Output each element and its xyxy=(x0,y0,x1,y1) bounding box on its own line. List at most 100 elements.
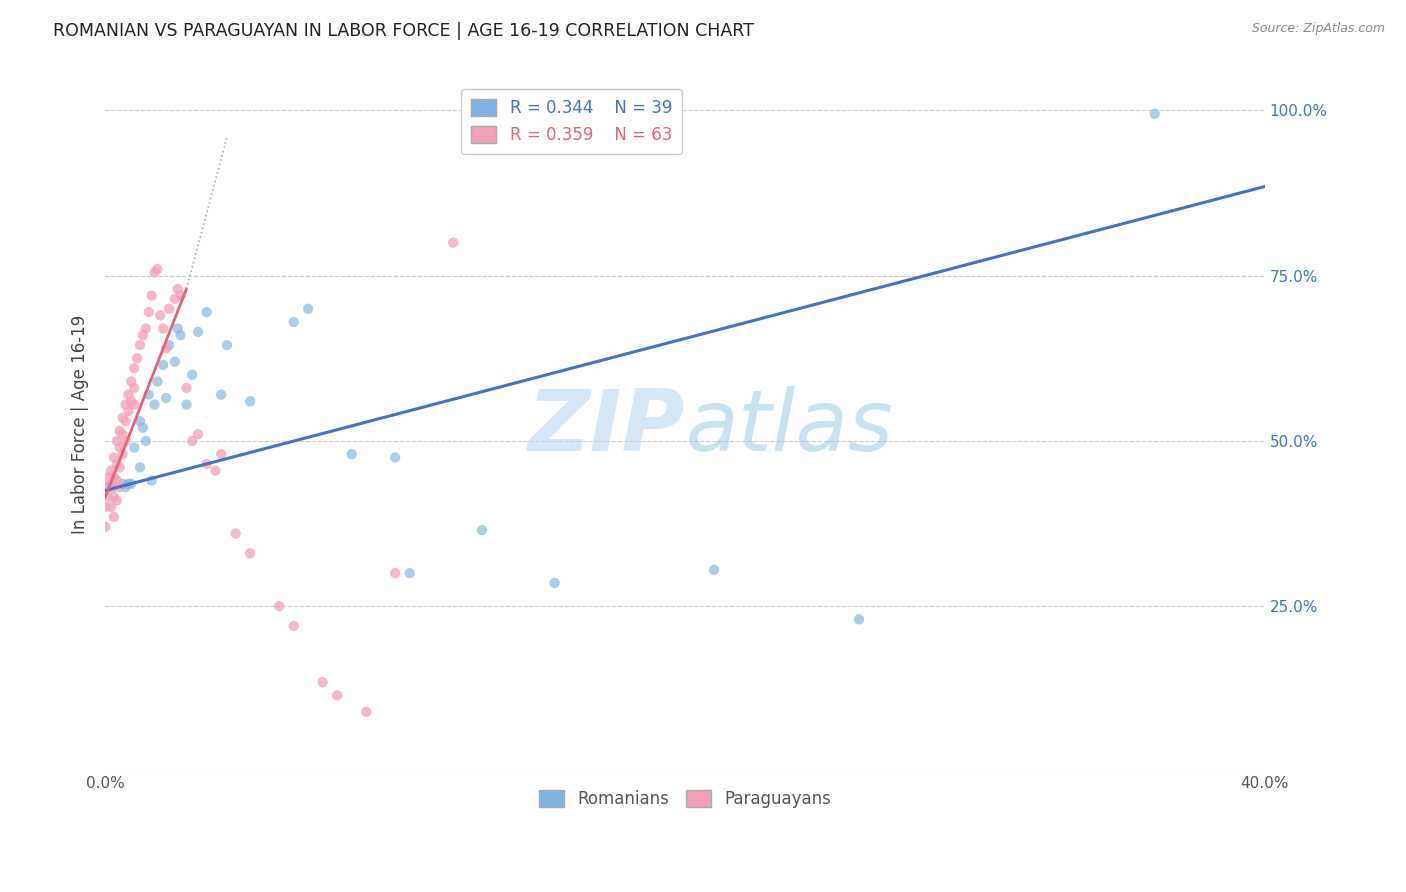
Point xyxy=(138,305,160,319)
Point xyxy=(283,619,305,633)
Point xyxy=(354,705,377,719)
Point xyxy=(195,457,218,471)
Point xyxy=(187,325,209,339)
Point xyxy=(311,675,333,690)
Point xyxy=(103,450,125,465)
Point xyxy=(120,476,142,491)
Point xyxy=(225,526,247,541)
Point xyxy=(155,391,177,405)
Point xyxy=(114,480,136,494)
Point xyxy=(105,434,128,448)
Point xyxy=(108,441,131,455)
Point xyxy=(105,474,128,488)
Point xyxy=(157,338,180,352)
Point xyxy=(163,354,186,368)
Point xyxy=(114,414,136,428)
Point xyxy=(129,414,152,428)
Point xyxy=(181,434,204,448)
Point xyxy=(114,398,136,412)
Point xyxy=(384,566,406,581)
Point xyxy=(848,612,870,626)
Point xyxy=(132,328,155,343)
Point xyxy=(122,441,145,455)
Point xyxy=(100,464,122,478)
Point xyxy=(703,563,725,577)
Point xyxy=(141,474,163,488)
Point xyxy=(100,476,122,491)
Point xyxy=(97,490,120,504)
Point xyxy=(146,375,169,389)
Point xyxy=(283,315,305,329)
Point xyxy=(152,321,174,335)
Point xyxy=(157,301,180,316)
Point xyxy=(135,321,157,335)
Point xyxy=(155,342,177,356)
Point xyxy=(340,447,363,461)
Point xyxy=(209,447,232,461)
Point xyxy=(105,493,128,508)
Point xyxy=(108,480,131,494)
Y-axis label: In Labor Force | Age 16-19: In Labor Force | Age 16-19 xyxy=(72,315,89,534)
Point xyxy=(543,576,565,591)
Point xyxy=(471,523,494,537)
Point xyxy=(149,309,172,323)
Point xyxy=(100,480,122,494)
Point xyxy=(166,321,188,335)
Point xyxy=(103,510,125,524)
Point xyxy=(209,387,232,401)
Point xyxy=(94,520,117,534)
Point xyxy=(105,457,128,471)
Point xyxy=(132,421,155,435)
Point xyxy=(117,387,139,401)
Text: ZIP: ZIP xyxy=(527,386,685,469)
Point xyxy=(398,566,420,581)
Point xyxy=(120,375,142,389)
Point xyxy=(269,599,291,614)
Point xyxy=(195,305,218,319)
Point xyxy=(103,470,125,484)
Point xyxy=(129,460,152,475)
Point xyxy=(239,546,262,560)
Point xyxy=(122,361,145,376)
Point xyxy=(111,427,134,442)
Point xyxy=(141,288,163,302)
Point xyxy=(122,398,145,412)
Point xyxy=(103,490,125,504)
Point xyxy=(384,450,406,465)
Point xyxy=(187,427,209,442)
Point xyxy=(94,500,117,514)
Point xyxy=(143,265,166,279)
Point xyxy=(166,282,188,296)
Point xyxy=(135,434,157,448)
Point xyxy=(103,480,125,494)
Point xyxy=(127,351,149,366)
Point xyxy=(97,470,120,484)
Point xyxy=(122,381,145,395)
Point xyxy=(120,394,142,409)
Point xyxy=(117,404,139,418)
Point xyxy=(146,262,169,277)
Point xyxy=(111,476,134,491)
Point xyxy=(108,460,131,475)
Point xyxy=(441,235,464,250)
Point xyxy=(117,476,139,491)
Point xyxy=(97,480,120,494)
Legend: Romanians, Paraguayans: Romanians, Paraguayans xyxy=(533,783,838,815)
Point xyxy=(111,447,134,461)
Text: atlas: atlas xyxy=(685,386,893,469)
Point xyxy=(176,398,198,412)
Point xyxy=(152,358,174,372)
Point xyxy=(100,500,122,514)
Point xyxy=(326,689,349,703)
Point xyxy=(176,381,198,395)
Point xyxy=(94,480,117,494)
Text: Source: ZipAtlas.com: Source: ZipAtlas.com xyxy=(1251,22,1385,36)
Text: ROMANIAN VS PARAGUAYAN IN LABOR FORCE | AGE 16-19 CORRELATION CHART: ROMANIAN VS PARAGUAYAN IN LABOR FORCE | … xyxy=(53,22,754,40)
Point xyxy=(1143,107,1166,121)
Point xyxy=(108,424,131,438)
Point xyxy=(143,398,166,412)
Point xyxy=(239,394,262,409)
Point xyxy=(138,387,160,401)
Point xyxy=(297,301,319,316)
Point xyxy=(163,292,186,306)
